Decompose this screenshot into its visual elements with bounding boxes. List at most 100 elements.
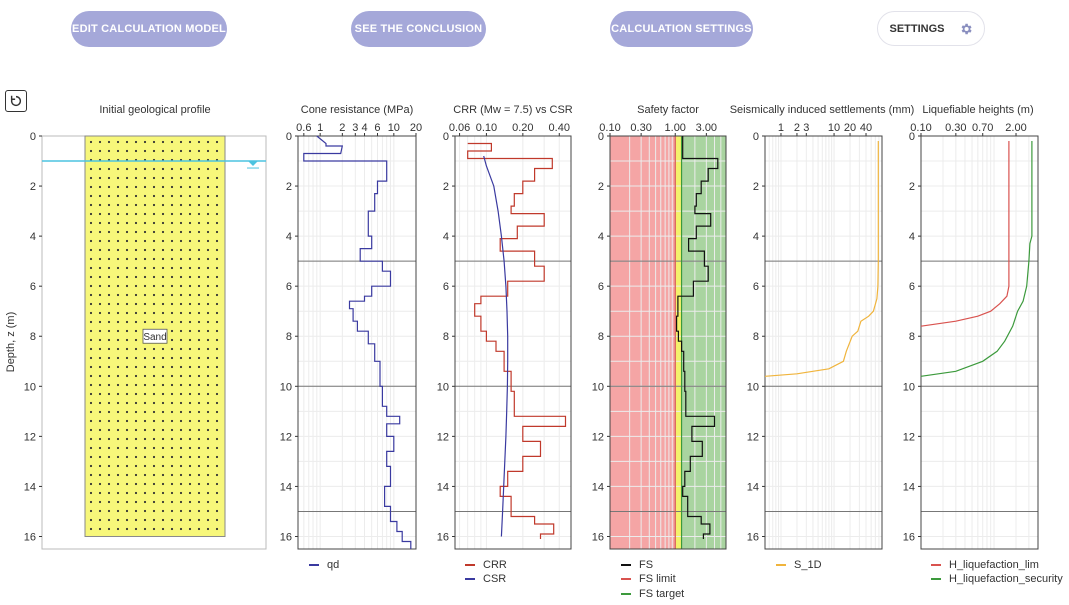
sand-dot: [107, 383, 111, 387]
legend-h-sec[interactable]: H_liquefaction_security: [931, 573, 1063, 585]
calculation-settings-button[interactable]: CALCULATION SETTINGS: [610, 11, 753, 47]
sand-dot: [188, 374, 192, 378]
sand-dot: [179, 338, 183, 342]
sand-dot: [179, 491, 183, 495]
sand-dot: [161, 473, 165, 477]
sand-dot: [188, 365, 192, 369]
sand-dot: [116, 374, 120, 378]
x-tick-label: 4: [361, 122, 367, 134]
sand-dot: [197, 266, 201, 270]
sand-dot: [170, 410, 174, 414]
sand-dot: [170, 149, 174, 153]
sand-dot: [179, 455, 183, 459]
sand-dot: [179, 419, 183, 423]
sand-dot: [206, 455, 210, 459]
sand-dot: [98, 446, 102, 450]
legend-fs[interactable]: FS: [621, 559, 653, 571]
legend-fs-target[interactable]: FS target: [621, 588, 684, 600]
sand-dot: [125, 140, 129, 144]
sand-dot: [143, 293, 147, 297]
sand-dot: [170, 527, 174, 531]
sand-dot: [179, 347, 183, 351]
sand-dot: [116, 302, 120, 306]
sand-dot: [134, 419, 138, 423]
sand-dot: [161, 158, 165, 162]
sand-dot: [98, 167, 102, 171]
sand-dot: [116, 293, 120, 297]
depth-tick-label: 12: [280, 431, 292, 443]
sand-dot: [116, 284, 120, 288]
sand-dot: [170, 311, 174, 315]
sand-dot: [179, 356, 183, 360]
red-zone: [610, 136, 676, 549]
sand-dot: [206, 518, 210, 522]
sand-dot: [89, 257, 93, 261]
legend-csr[interactable]: CSR: [465, 573, 506, 585]
sand-dot: [215, 230, 219, 234]
legend-swatch-h-sec: [931, 578, 941, 580]
sand-dot: [125, 473, 129, 477]
yellow-zone: [675, 136, 682, 549]
sand-dot: [179, 374, 183, 378]
sand-dot: [161, 383, 165, 387]
sand-dot: [143, 509, 147, 513]
legend-fs-limit[interactable]: FS limit: [621, 573, 676, 585]
sand-dot: [107, 284, 111, 288]
sand-dot: [107, 437, 111, 441]
legend-h-lim[interactable]: H_liquefaction_lim: [931, 559, 1039, 571]
sand-dot: [206, 365, 210, 369]
legend-s1d[interactable]: S_1D: [776, 559, 822, 571]
sand-dot: [161, 374, 165, 378]
sand-dot: [152, 419, 156, 423]
sand-dot: [170, 365, 174, 369]
sand-dot: [188, 185, 192, 189]
settings-label: SETTINGS: [889, 22, 945, 35]
plot-frame: [454, 135, 572, 550]
edit-calculation-model-button[interactable]: EDIT CALCULATION MODEL: [71, 11, 227, 47]
sand-dot: [206, 311, 210, 315]
sand-dot: [107, 329, 111, 333]
sand-dot: [152, 239, 156, 243]
sand-dot: [188, 239, 192, 243]
sand-dot: [116, 266, 120, 270]
sand-dot: [143, 212, 147, 216]
sand-dot: [98, 437, 102, 441]
sand-dot: [134, 293, 138, 297]
settings-button[interactable]: SETTINGS: [877, 11, 985, 46]
legend-qd[interactable]: qd: [309, 559, 339, 571]
sand-dot: [152, 491, 156, 495]
sand-dot: [215, 293, 219, 297]
sand-dot: [89, 410, 93, 414]
sand-dot: [98, 338, 102, 342]
see-conclusion-button[interactable]: SEE THE CONCLUSION: [351, 11, 486, 47]
sand-dot: [89, 527, 93, 531]
sand-dot: [143, 149, 147, 153]
sand-dot: [89, 320, 93, 324]
sand-dot: [98, 374, 102, 378]
sand-dot: [143, 329, 147, 333]
sand-dot: [116, 437, 120, 441]
sand-dot: [89, 248, 93, 252]
depth-tick-label: 6: [909, 281, 915, 293]
safety-factor-title: Safety factor: [637, 104, 699, 116]
sand-dot: [197, 509, 201, 513]
legend-crr[interactable]: CRR: [465, 559, 507, 571]
cone-resistance-title: Cone resistance (MPa): [301, 104, 414, 116]
sand-dot: [188, 500, 192, 504]
sand-dot: [98, 419, 102, 423]
sand-dot: [134, 410, 138, 414]
sand-dot: [116, 446, 120, 450]
sand-dot: [98, 203, 102, 207]
sand-dot: [197, 419, 201, 423]
sand-dot: [107, 509, 111, 513]
sand-dot: [143, 527, 147, 531]
sand-dot: [89, 455, 93, 459]
reset-view-button[interactable]: [5, 90, 27, 112]
sand-dot: [116, 455, 120, 459]
sand-dot: [197, 500, 201, 504]
sand-dot: [143, 464, 147, 468]
sand-dot: [161, 464, 165, 468]
sand-dot: [116, 356, 120, 360]
sand-dot: [134, 185, 138, 189]
sand-dot: [206, 275, 210, 279]
